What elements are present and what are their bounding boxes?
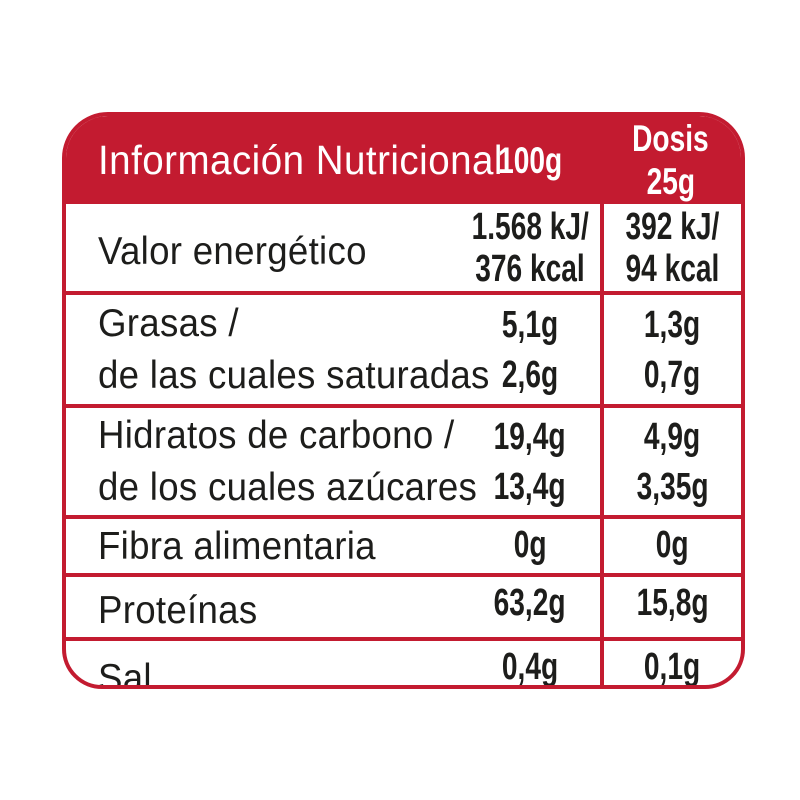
- row-label-cell: Proteínas: [66, 577, 460, 637]
- value-per-dose: 1,3g: [644, 303, 701, 346]
- value-per-100g: 13,4g: [494, 465, 566, 508]
- row-label-cell: Fibra alimentaria: [66, 519, 460, 573]
- value-per-dose-cell: 0g: [600, 519, 741, 573]
- value-per-100g: 376 kcal: [475, 247, 585, 290]
- value-per-dose: 94 kcal: [625, 247, 720, 290]
- value-per-100g: 63,2g: [494, 582, 566, 624]
- row-label: Fibra alimentaria: [98, 525, 376, 568]
- column-header-dose-line2: 25g: [646, 161, 695, 202]
- value-per-dose: 3,35g: [636, 465, 709, 508]
- value-per-dose: 392 kJ/: [625, 205, 720, 248]
- column-header-dose-line1: Dosis: [632, 118, 709, 159]
- value-per-100g-cell: 0g: [460, 519, 600, 573]
- value-per-dose-cell: 1,3g 0,7g: [600, 295, 741, 404]
- value-per-dose: 0g: [656, 524, 689, 566]
- row-label-cell: Valor energético: [66, 204, 460, 291]
- value-per-dose: 4,9g: [644, 415, 701, 458]
- row-sal: Sal 0,4g 0,1g: [66, 637, 741, 689]
- value-per-dose-cell: 15,8g: [600, 577, 741, 637]
- value-per-100g-cell: 63,2g: [460, 577, 600, 637]
- row-label: Grasas /: [98, 301, 239, 345]
- header-per100-cell: 100g: [460, 116, 600, 204]
- row-grasas: Grasas / de las cuales saturadas 5,1g 2,…: [66, 291, 741, 404]
- row-proteinas: Proteínas 63,2g 15,8g: [66, 573, 741, 637]
- row-label-cell: Sal: [66, 641, 460, 689]
- nutrition-table: Información Nutricional 100g Dosis 25g V…: [62, 112, 745, 689]
- value-per-dose: 15,8g: [636, 582, 709, 624]
- value-per-100g-cell: 0,4g: [460, 641, 600, 688]
- row-label: Hidratos de carbono /: [98, 413, 455, 457]
- value-per-100g-cell: 5,1g 2,6g: [460, 295, 600, 404]
- value-per-dose: 0,7g: [644, 353, 701, 396]
- value-per-100g-cell: 19,4g 13,4g: [460, 408, 600, 515]
- row-sublabel: de los cuales azúcares: [98, 465, 478, 509]
- value-per-dose-cell: 4,9g 3,35g: [600, 408, 741, 515]
- row-label: Proteínas: [98, 589, 258, 632]
- value-per-100g: 19,4g: [494, 415, 566, 458]
- value-per-dose-cell: 0,1g: [600, 641, 741, 688]
- header-dose-cell: Dosis 25g: [600, 116, 741, 204]
- header-title-cell: Información Nutricional: [66, 116, 502, 204]
- value-per-100g: 2,6g: [501, 353, 559, 396]
- table-header: Información Nutricional 100g Dosis 25g: [66, 116, 741, 204]
- row-label-cell: Hidratos de carbono / de los cuales azúc…: [66, 408, 477, 515]
- column-header-100g: 100g: [497, 139, 563, 181]
- row-fibra-alimentaria: Fibra alimentaria 0g 0g: [66, 515, 741, 573]
- row-valor-energetico: Valor energético 1.568 kJ/ 376 kcal 392 …: [66, 204, 741, 291]
- row-sublabel: de las cuales saturadas: [98, 353, 490, 397]
- row-hidratos-de-carbono: Hidratos de carbono / de los cuales azúc…: [66, 404, 741, 515]
- value-per-dose-cell: 392 kJ/ 94 kcal: [600, 204, 741, 291]
- value-per-100g: 0,4g: [501, 646, 559, 688]
- value-per-100g: 1.568 kJ/: [471, 205, 589, 248]
- value-per-100g: 5,1g: [501, 303, 559, 346]
- row-label: Valor energético: [98, 229, 367, 273]
- table-title: Información Nutricional: [98, 136, 503, 183]
- row-label-cell: Grasas / de las cuales saturadas: [66, 295, 489, 404]
- value-per-100g-cell: 1.568 kJ/ 376 kcal: [460, 204, 600, 291]
- row-label: Sal: [98, 657, 152, 689]
- value-per-dose: 0,1g: [644, 646, 701, 688]
- value-per-100g: 0g: [513, 524, 547, 566]
